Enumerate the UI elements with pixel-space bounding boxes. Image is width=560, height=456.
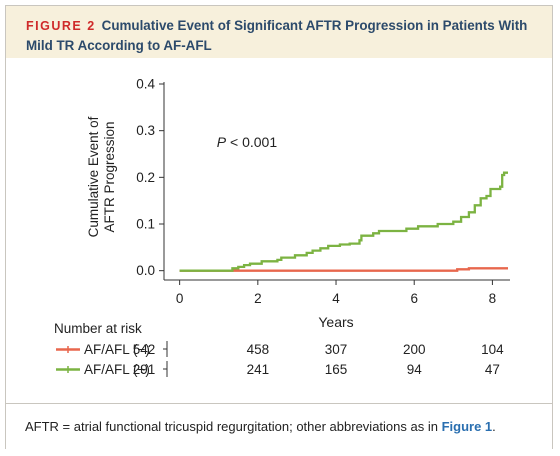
y-axis-label-line2: AFTR Progression xyxy=(102,121,117,232)
risk-count: 165 xyxy=(325,362,348,377)
figure-1-link[interactable]: Figure 1 xyxy=(441,419,493,434)
risk-count: 307 xyxy=(325,342,348,357)
y-tick-label: 0.2 xyxy=(136,170,155,185)
figure-label: FIGURE 2 xyxy=(26,19,96,33)
risk-count: 241 xyxy=(247,362,270,377)
km-chart: 0.0 0.1 0.2 0.3 0.4 0 2 4 6 8 Years Cumulative Even… xyxy=(54,77,510,377)
footnote-box: AFTR = atrial functional tricuspid regur… xyxy=(6,403,552,449)
risk-count: 47 xyxy=(485,362,500,377)
p-value-annotation: P < 0.001 xyxy=(217,134,278,150)
x-axis-label: Years xyxy=(318,314,353,330)
x-tick-label: 8 xyxy=(489,291,497,306)
y-tick-label: 0.0 xyxy=(136,263,155,278)
risk-row-af-afl-negative-label: AF/AFL (−) xyxy=(84,342,150,357)
x-tick-label: 0 xyxy=(176,291,184,306)
risk-count: 200 xyxy=(403,342,426,357)
figure-title: FIGURE 2 Cumulative Event of Significant … xyxy=(26,16,541,55)
figure-header: FIGURE 2 Cumulative Event of Significant … xyxy=(6,6,552,58)
y-tick-label: 0.3 xyxy=(136,123,155,138)
series-line-af-afl-negative xyxy=(179,267,508,272)
y-tick-label: 0.1 xyxy=(136,217,155,232)
series-line-af-afl-positive xyxy=(179,171,508,272)
risk-count: 458 xyxy=(247,342,270,357)
y-axis-label-line1: Cumulative Event of xyxy=(86,116,101,237)
figure-title-text: Cumulative Event of Significant AFTR Pro… xyxy=(26,18,528,53)
footnote: AFTR = atrial functional tricuspid regur… xyxy=(25,419,496,434)
risk-count: 542 xyxy=(133,342,156,357)
risk-row-af-afl-positive-label: AF/AFL (+) xyxy=(84,362,150,377)
y-tick-label: 0.4 xyxy=(136,77,155,92)
x-tick-label: 2 xyxy=(254,291,262,306)
risk-count: 291 xyxy=(133,362,156,377)
risk-count: 104 xyxy=(481,342,504,357)
figure-frame: FIGURE 2 Cumulative Event of Significant … xyxy=(5,5,553,449)
x-tick-label: 4 xyxy=(332,291,340,306)
x-tick-label: 6 xyxy=(410,291,418,306)
footnote-text: AFTR = atrial functional tricuspid regur… xyxy=(25,419,442,434)
risk-count: 94 xyxy=(407,362,423,377)
risk-table-header: Number at risk xyxy=(54,321,142,336)
footnote-end: . xyxy=(492,419,496,434)
